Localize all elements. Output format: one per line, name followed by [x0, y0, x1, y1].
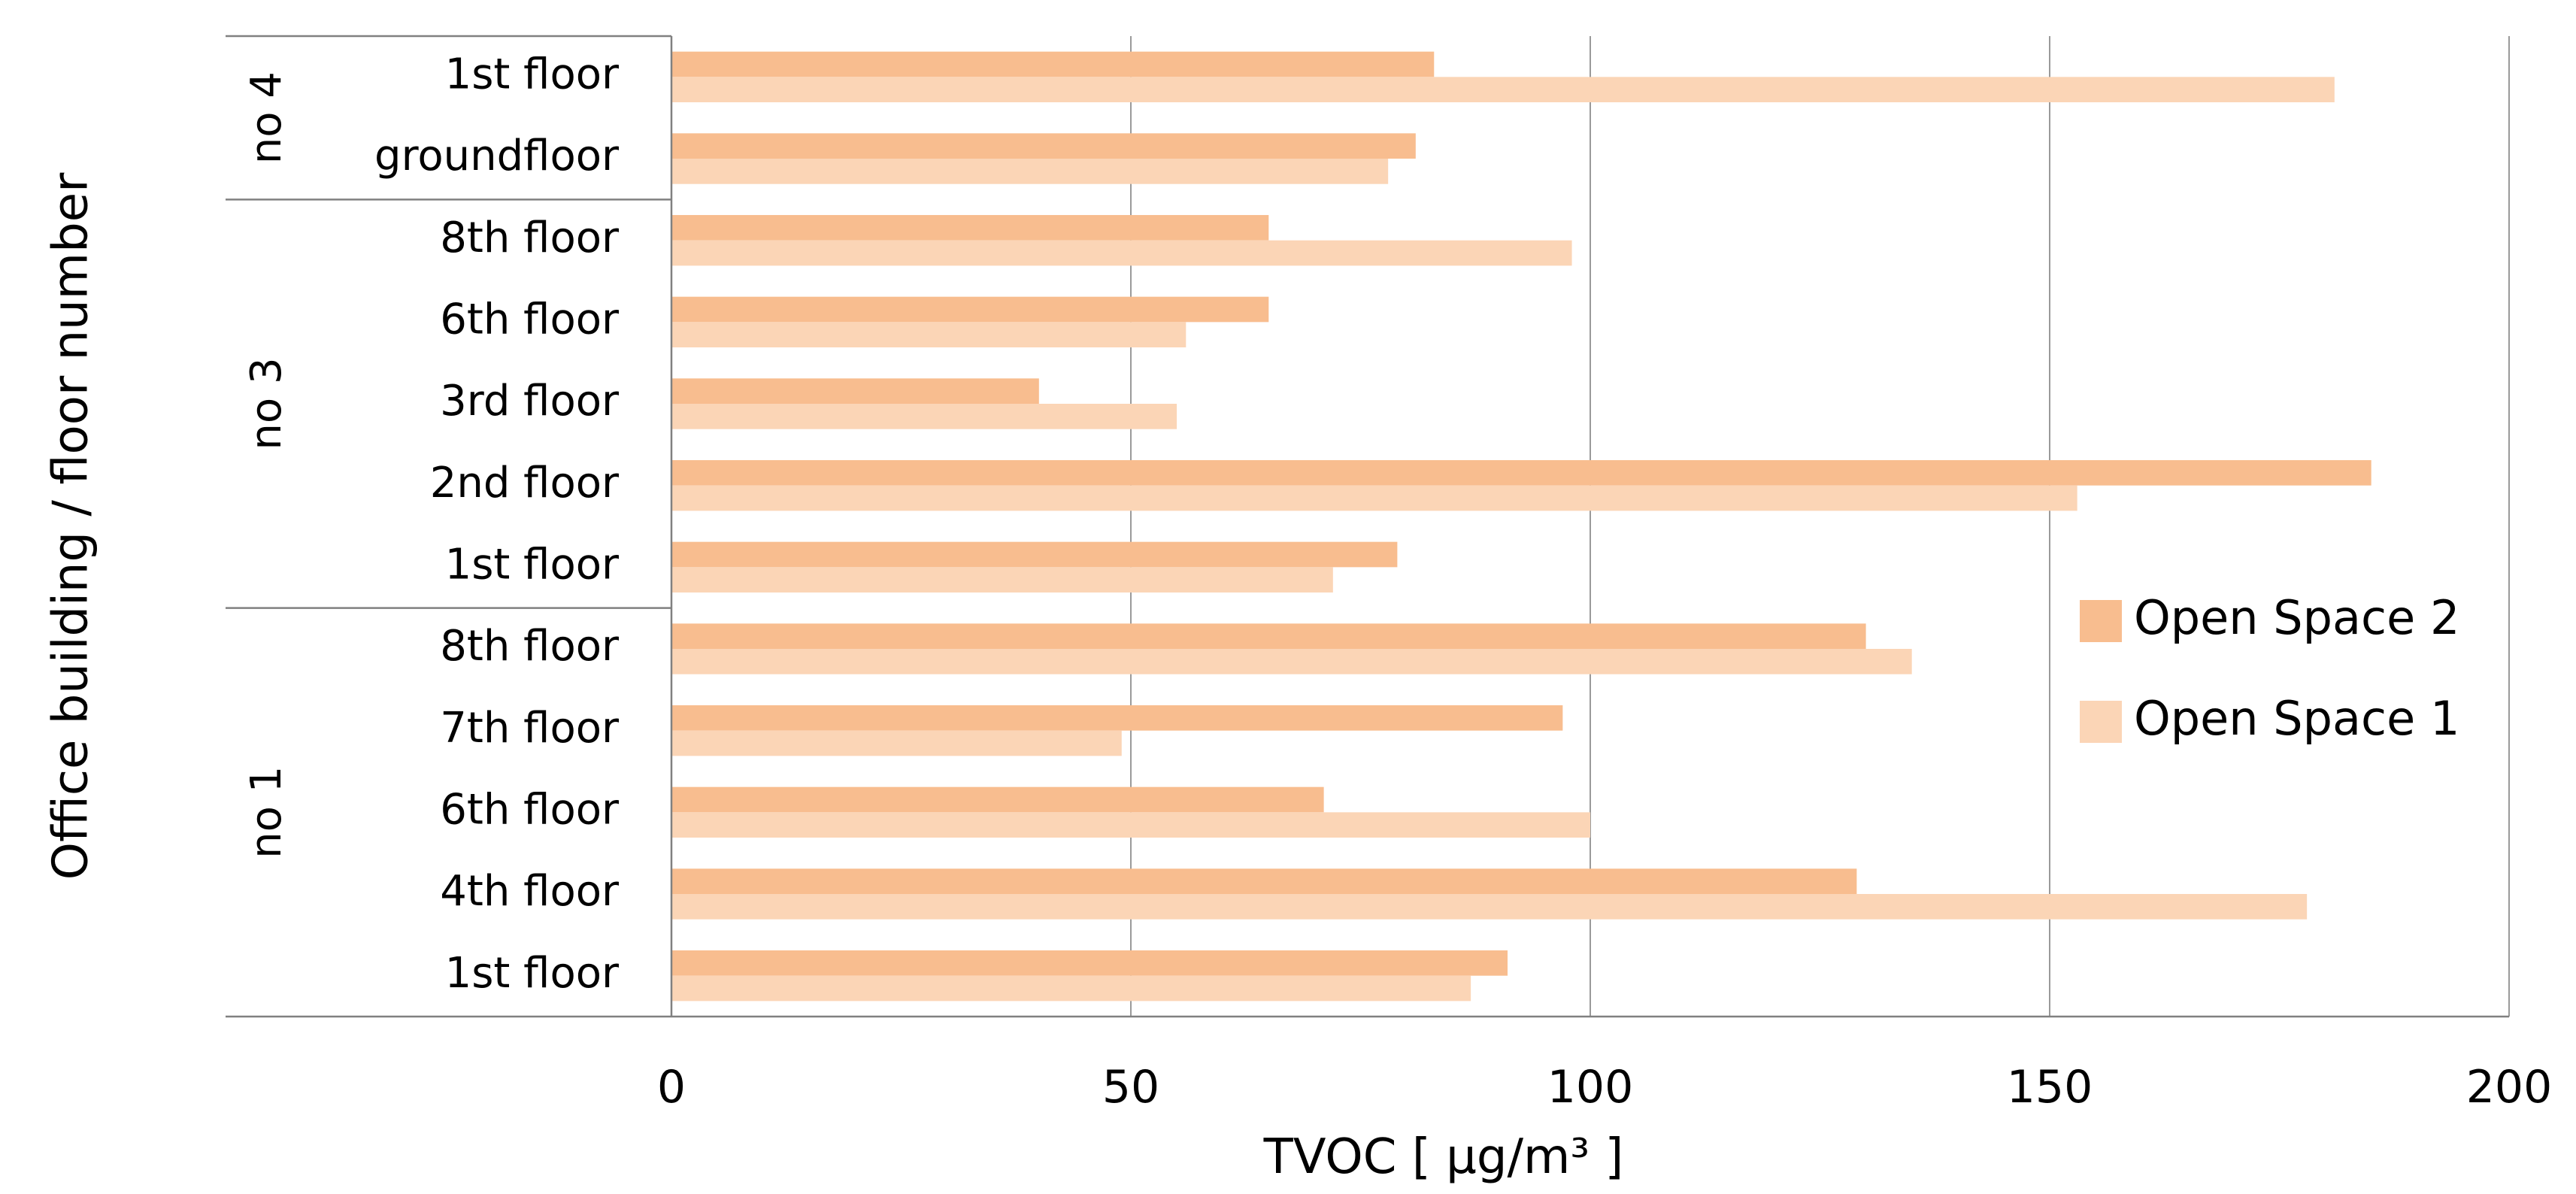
bar	[671, 77, 2335, 103]
category-label: 7th floor	[440, 704, 620, 753]
category-label: 8th floor	[440, 622, 620, 671]
bar	[671, 812, 1590, 838]
bar	[671, 459, 2371, 486]
bar	[671, 378, 1039, 404]
legend-label: Open Space 1	[2134, 691, 2459, 746]
legend-swatch	[2080, 600, 2122, 642]
category-label: 6th floor	[440, 785, 620, 834]
bar	[671, 133, 1416, 159]
legend: Open Space 2 Open Space 1	[2080, 590, 2459, 746]
x-tick-label: 200	[2466, 1061, 2553, 1114]
x-tick-labels: 0 50 100 150 200	[657, 1061, 2552, 1114]
category-label: 1st floor	[445, 50, 620, 98]
bar	[671, 730, 1122, 756]
bar	[671, 623, 1866, 649]
x-axis-label: TVOC [ µg/m³ ]	[1263, 1129, 1624, 1185]
bar	[671, 322, 1186, 348]
category-label: 3rd floor	[440, 377, 620, 426]
category-label: 1st floor	[445, 540, 620, 589]
category-label: groundfloor	[374, 132, 620, 180]
group-label: no 4	[242, 71, 291, 164]
group-label: no 3	[242, 357, 291, 450]
bar	[671, 51, 1435, 77]
bar	[671, 705, 1563, 731]
bar	[671, 868, 1857, 894]
legend-swatch	[2080, 701, 2122, 743]
x-tick-label: 150	[2007, 1061, 2093, 1114]
bar	[671, 950, 1508, 976]
x-tick-label: 50	[1102, 1061, 1159, 1114]
category-label: 4th floor	[440, 867, 620, 916]
bar	[671, 567, 1333, 593]
bar	[671, 975, 1471, 1002]
bar	[671, 894, 2308, 920]
bar	[671, 649, 1912, 674]
bar	[671, 485, 2077, 511]
category-label: 1st floor	[445, 949, 620, 998]
category-label: 6th floor	[440, 295, 620, 344]
legend-label: Open Space 2	[2134, 590, 2459, 645]
bar	[671, 404, 1177, 429]
bar	[671, 159, 1389, 184]
bars	[671, 51, 2371, 1002]
category-label: 2nd floor	[430, 459, 620, 508]
category-axis-frame	[226, 35, 2509, 1018]
bar	[671, 296, 1269, 323]
bar	[671, 214, 1269, 241]
y-axis-label: Office building / floor number	[44, 172, 99, 880]
group-label: no 1	[242, 766, 291, 859]
x-tick-label: 100	[1547, 1061, 1634, 1114]
group-labels: no 4 no 3 no 1	[242, 71, 291, 859]
x-tick-label: 0	[657, 1061, 686, 1114]
category-label: 8th floor	[440, 214, 620, 262]
bar	[671, 541, 1398, 568]
bar	[671, 786, 1324, 813]
category-labels: 1st floor groundfloor 8th floor 6th floor 3r…	[374, 50, 620, 997]
bar	[671, 240, 1572, 266]
